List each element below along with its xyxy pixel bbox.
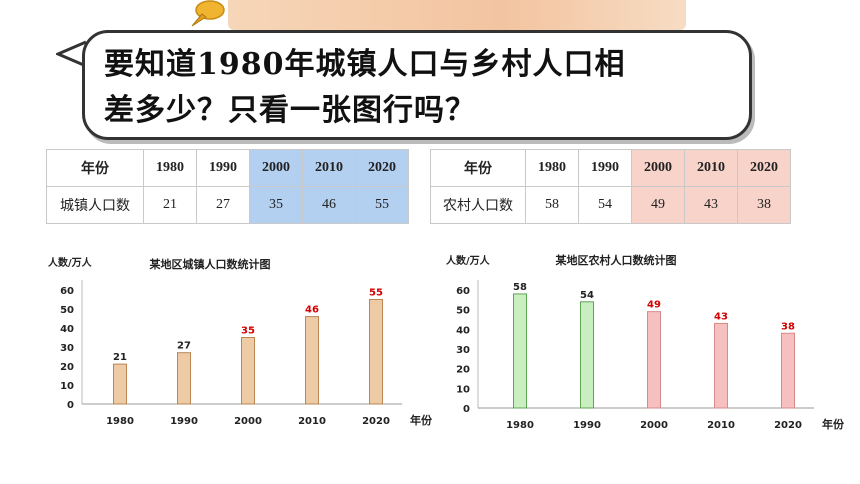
bar <box>177 352 191 405</box>
table-year-cell: 1990 <box>578 149 632 187</box>
speech-bubble-tail <box>56 40 87 68</box>
y-tick-label: 0 <box>463 404 470 415</box>
y-tick-label: 10 <box>60 381 74 392</box>
table-value-cell: 54 <box>578 186 632 224</box>
bar-value-label: 35 <box>241 326 255 337</box>
x-tick-label: 1980 <box>106 416 134 427</box>
y-axis-label: 人数/万人 <box>48 256 93 269</box>
speech-bubble <box>82 30 752 140</box>
y-tick-label: 40 <box>60 324 74 335</box>
table-year-cell: 2020 <box>737 149 791 187</box>
table-year-cell: 2010 <box>684 149 738 187</box>
bar-value-label: 55 <box>369 288 383 299</box>
x-tick-label: 2010 <box>298 416 326 427</box>
x-tick-label: 1990 <box>170 416 198 427</box>
bar-value-label: 49 <box>647 300 661 311</box>
bar <box>369 299 383 405</box>
bar <box>714 322 728 409</box>
y-tick-label: 0 <box>67 400 74 411</box>
bar-value-label: 43 <box>714 311 728 322</box>
table-year-cell: 1980 <box>143 149 197 187</box>
y-tick-label: 10 <box>456 384 470 395</box>
table-row-label: 城镇人口数 <box>46 186 144 224</box>
bar-value-label: 58 <box>513 282 527 293</box>
table-year-cell: 2010 <box>302 149 356 187</box>
x-tick-label: 1980 <box>506 420 534 431</box>
bar <box>113 363 127 405</box>
bar <box>513 293 527 409</box>
bar <box>647 311 661 409</box>
table-value-cell: 49 <box>631 186 685 224</box>
y-tick-label: 20 <box>60 362 74 373</box>
bar-value-label: 38 <box>781 321 795 332</box>
y-tick-label: 30 <box>456 345 470 356</box>
y-tick-label: 50 <box>60 305 74 316</box>
x-tick-label: 2010 <box>707 420 735 431</box>
bar <box>580 301 594 409</box>
table-value-cell: 46 <box>302 186 356 224</box>
bar-value-label: 21 <box>113 352 127 363</box>
x-tick-label: 1990 <box>573 420 601 431</box>
x-tick-label: 2020 <box>774 420 802 431</box>
y-axis-label: 人数/万人 <box>446 254 491 267</box>
x-tick-label: 2000 <box>234 416 262 427</box>
table-year-cell: 1990 <box>196 149 250 187</box>
table-value-cell: 35 <box>249 186 303 224</box>
table-value-cell: 58 <box>525 186 579 224</box>
y-tick-label: 60 <box>456 286 470 297</box>
question-line-1: 要知道1980年城镇人口与乡村人口相 <box>104 47 626 82</box>
y-tick-label: 30 <box>60 343 74 354</box>
table-value-cell: 38 <box>737 186 791 224</box>
header-banner <box>228 0 686 30</box>
y-tick-label: 20 <box>456 365 470 376</box>
bar-value-label: 46 <box>305 305 319 316</box>
table-value-cell: 21 <box>143 186 197 224</box>
y-tick-label: 60 <box>60 286 74 297</box>
y-tick-label: 40 <box>456 325 470 336</box>
pushpin-icon <box>191 0 225 27</box>
table-year-cell: 2020 <box>355 149 409 187</box>
bar <box>241 337 255 405</box>
rural-population-table: 年份 1980 1990 2000 2010 2020 农村人口数 58 54 … <box>430 149 791 224</box>
bar <box>781 332 795 409</box>
chart-title: 某地区城镇人口数统计图 <box>149 257 271 271</box>
table-value-cell: 43 <box>684 186 738 224</box>
x-tick-label: 2020 <box>362 416 390 427</box>
question-text: 要知道1980年城镇人口与乡村人口相 差多少？只看一张图行吗？ <box>104 42 744 134</box>
table-value-cell: 27 <box>196 186 250 224</box>
table-year-cell: 2000 <box>249 149 303 187</box>
table-year-cell: 2000 <box>631 149 685 187</box>
table-row-label: 农村人口数 <box>430 186 526 224</box>
table-year-cell: 1980 <box>525 149 579 187</box>
table-value-cell: 55 <box>355 186 409 224</box>
x-axis-label: 年份 <box>410 413 433 427</box>
table-header-year: 年份 <box>430 149 526 187</box>
urban-population-table: 年份 1980 1990 2000 2010 2020 城镇人口数 21 27 … <box>46 149 409 224</box>
x-tick-label: 2000 <box>640 420 668 431</box>
bar-value-label: 54 <box>580 290 594 301</box>
y-tick-label: 50 <box>456 306 470 317</box>
bar-value-label: 27 <box>177 341 191 352</box>
question-line-2: 差多少？只看一张图行吗？ <box>104 93 476 128</box>
x-axis-label: 年份 <box>822 417 845 431</box>
bar <box>305 316 319 405</box>
chart-title: 某地区农村人口数统计图 <box>555 253 677 267</box>
table-header-year: 年份 <box>46 149 144 187</box>
